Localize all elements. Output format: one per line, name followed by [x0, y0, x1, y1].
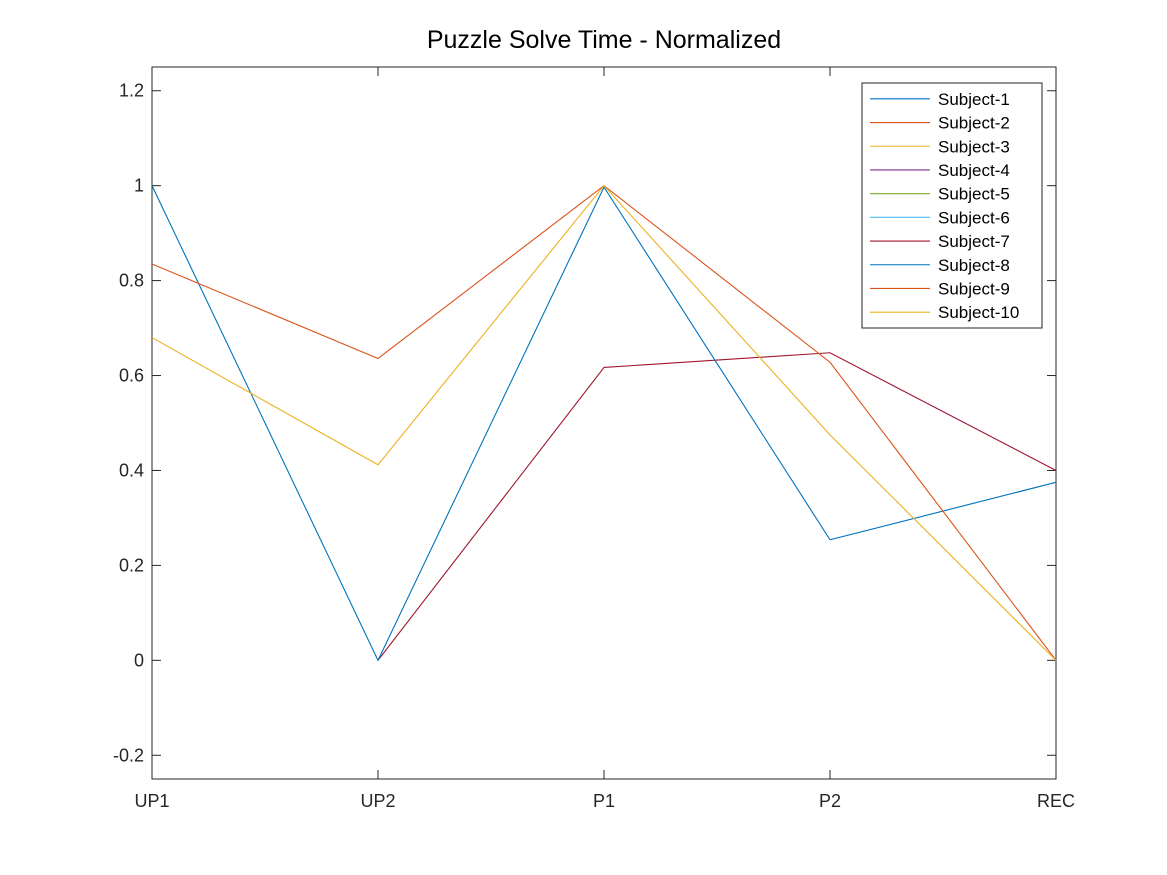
- y-tick-label: 0: [134, 650, 144, 670]
- legend-label: Subject-3: [938, 137, 1010, 156]
- chart-title: Puzzle Solve Time - Normalized: [427, 26, 781, 54]
- legend-label: Subject-9: [938, 279, 1010, 298]
- y-tick-label: 1: [134, 176, 144, 196]
- legend-label: Subject-5: [938, 185, 1010, 204]
- x-tick-label: P2: [819, 791, 841, 811]
- legend-label: Subject-2: [938, 114, 1010, 133]
- series-line-subject-8: [151, 185, 1057, 662]
- legend-label: Subject-7: [938, 232, 1010, 251]
- legend-label: Subject-6: [938, 208, 1010, 227]
- x-tick-label: REC: [1037, 791, 1075, 811]
- series-line-subject-7: [377, 352, 1057, 661]
- y-tick-label: 0.2: [119, 555, 144, 575]
- legend-label: Subject-1: [938, 90, 1010, 109]
- tick-marks: [151, 67, 1057, 779]
- legend-label: Subject-4: [938, 161, 1010, 180]
- x-tick-label: P1: [593, 791, 615, 811]
- x-tick-label: UP1: [134, 791, 169, 811]
- series-lines: [151, 184, 1057, 662]
- legend-label: Subject-10: [938, 303, 1019, 322]
- y-tick-label: 0.6: [119, 366, 144, 386]
- y-tick-label: 0.8: [119, 271, 144, 291]
- tick-labels: -0.2 0 0.2 0.4 0.6 0.8 1 1.2 UP1 UP2 P1 P2 REC: [113, 81, 1075, 811]
- legend-label: Subject-8: [938, 256, 1010, 275]
- y-tick-label: 1.2: [119, 81, 144, 101]
- y-tick-label: -0.2: [113, 745, 144, 765]
- y-tick-label: 0.4: [119, 460, 144, 480]
- legend: Subject-1 Subject-2 Subject-3 Subject-4 Subj…: [861, 82, 1043, 329]
- x-tick-label: UP2: [360, 791, 395, 811]
- legend-box: [861, 82, 1043, 329]
- series-line-subject-10: [151, 184, 1057, 661]
